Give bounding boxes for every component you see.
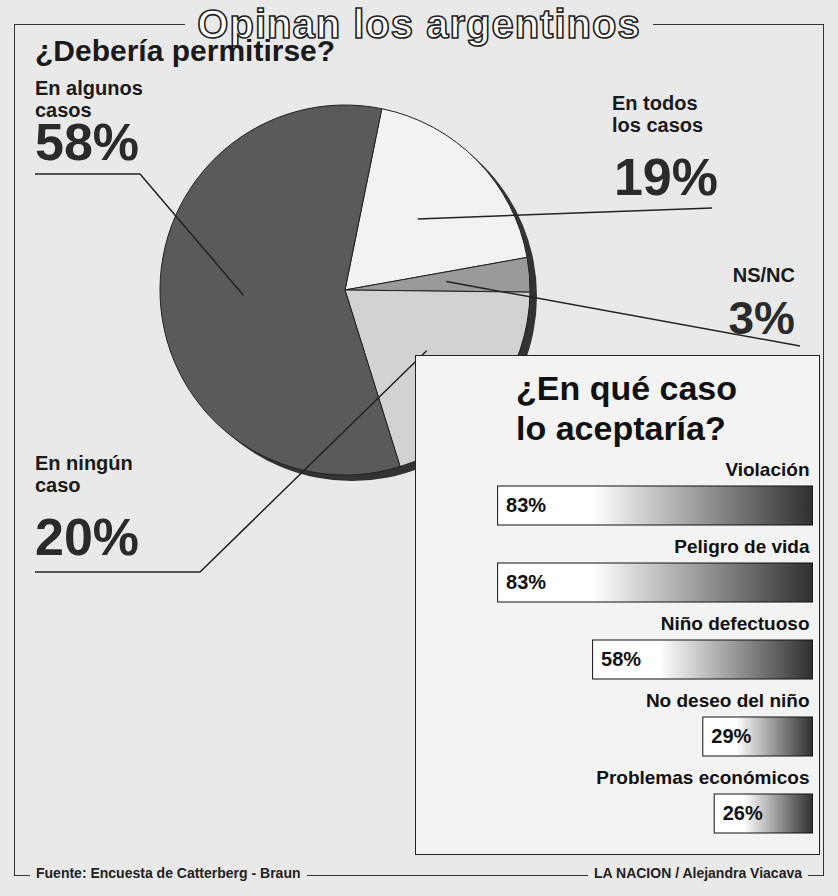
svg-text:NS/NC: NS/NC xyxy=(733,264,795,286)
svg-text:Problemas económicos: Problemas económicos xyxy=(596,767,809,788)
svg-text:En todoslos casos: En todoslos casos xyxy=(612,92,703,136)
svg-text:19%: 19% xyxy=(614,148,718,206)
svg-text:58%: 58% xyxy=(35,113,139,171)
svg-text:No deseo del niño: No deseo del niño xyxy=(646,690,810,711)
svg-text:En ningúncaso: En ningúncaso xyxy=(35,452,133,496)
svg-text:20%: 20% xyxy=(35,508,139,566)
svg-text:29%: 29% xyxy=(711,725,751,747)
svg-text:26%: 26% xyxy=(723,802,763,824)
svg-text:83%: 83% xyxy=(506,494,546,516)
svg-text:3%: 3% xyxy=(729,292,795,344)
svg-text:Peligro de vida: Peligro de vida xyxy=(674,536,810,557)
svg-text:83%: 83% xyxy=(506,571,546,593)
svg-text:58%: 58% xyxy=(601,648,641,670)
svg-text:Niño defectuoso: Niño defectuoso xyxy=(661,613,810,634)
svg-text:Violación: Violación xyxy=(725,459,809,480)
